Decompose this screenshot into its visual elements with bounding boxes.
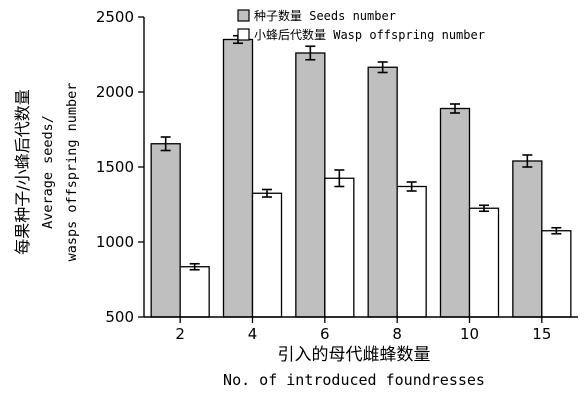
y-axis-title-en-line1: Average seeds/ [40,115,56,229]
bars-layer [150,38,572,318]
y-tick-label: 1500 [96,158,134,176]
axes-layer: 2 4 6 8 10 15 500 1000 1500 2000 2500 [96,8,578,343]
bar-seeds-6 [295,52,326,318]
bar-wasp-8 [396,185,427,318]
y-tick-label: 2000 [96,83,134,101]
bar-wasp-6 [324,177,355,318]
y-tick-label: 500 [105,308,134,326]
x-tick-label: 10 [460,325,479,343]
bar-seeds-4 [222,38,254,318]
legend-swatch-seeds [237,9,250,22]
y-tick-label: 2500 [96,8,134,26]
bar-seeds-8 [367,66,398,318]
x-tick-label: 2 [175,325,185,343]
x-axis-title-cn: 引入的母代雌蜂数量 [278,345,431,365]
x-tick-label: 6 [320,325,330,343]
bar-seeds-15 [512,160,543,318]
x-tick-label: 15 [532,325,551,343]
bar-wasp-4 [251,192,283,318]
legend: 种子数量 Seeds number 小蜂后代数量 Wasp offspring … [237,8,485,42]
bar-seeds-2 [150,143,181,318]
bar-wasp-10 [468,207,500,318]
y-tick-label: 1000 [96,233,134,251]
legend-swatch-wasp [237,28,250,41]
x-axis-title-en: No. of introduced foundresses [223,371,485,389]
legend-label-seeds: 种子数量 Seeds number [254,8,396,23]
x-tick-label: 4 [248,325,258,343]
y-axis-title-en-line2: wasps offspring number [64,83,80,262]
x-tick-label: 8 [392,325,402,343]
bar-wasp-2 [179,266,210,318]
bar-wasp-15 [541,230,572,318]
bar-seeds-10 [439,107,471,318]
y-axis-title-cn: 每果种子/小蜂后代数量 [13,89,32,254]
legend-label-wasp: 小蜂后代数量 Wasp offspring number [254,27,485,42]
error-bars-layer [160,34,562,271]
